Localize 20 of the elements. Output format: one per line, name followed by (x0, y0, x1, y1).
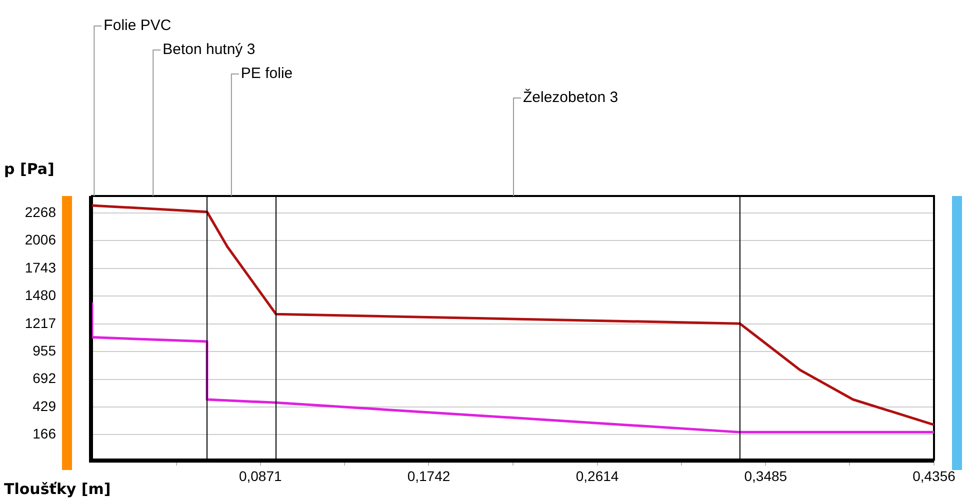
text: Beton hutný 3 (162, 41, 256, 58)
y-tick-label: 2006 (24, 232, 56, 248)
x-tick-label: 0,1742 (407, 468, 450, 484)
x-axis-title: Tloušťky [m] (4, 480, 111, 498)
y-tick-label: 166 (32, 426, 56, 442)
text: Železobeton 3 (523, 88, 618, 106)
y-tick-label: 429 (32, 398, 56, 414)
y-tick-label: 2268 (24, 204, 56, 220)
y-tick-label: 692 (32, 370, 56, 386)
text: Folie PVC (104, 17, 172, 34)
y-tick-label: 1217 (24, 314, 56, 331)
y-tick-label: 1743 (24, 259, 56, 276)
x-tick-label: 0,0871 (238, 468, 282, 484)
text: PE folie (240, 65, 293, 82)
x-tick-label: 0,2614 (576, 468, 619, 484)
y-tick-label: 1480 (24, 287, 56, 304)
y-axis-title: p [Pa] (4, 160, 54, 178)
x-tick-label: 0,4356 (912, 468, 956, 484)
x-tick-label: 0,3485 (744, 468, 788, 484)
y-tick-label: 955 (32, 342, 56, 358)
